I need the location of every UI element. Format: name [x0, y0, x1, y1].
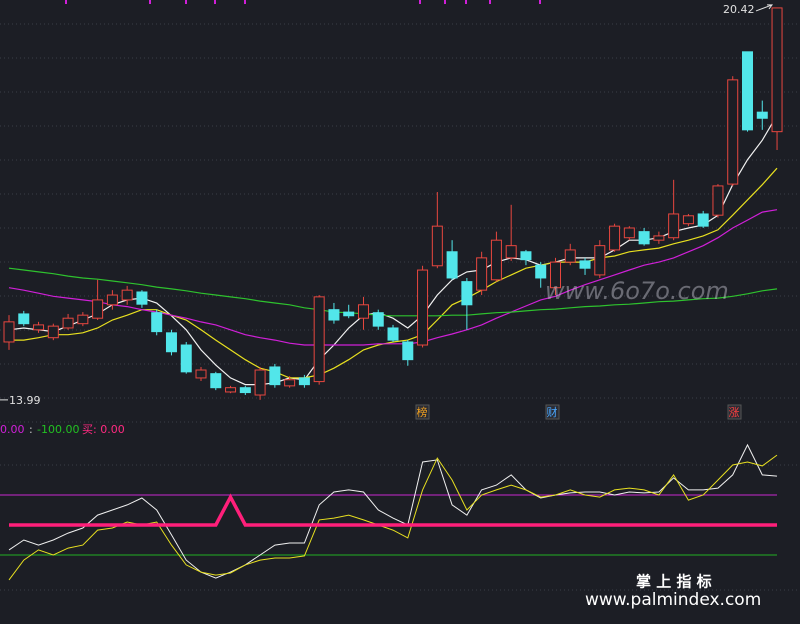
signal-label: 榜 — [417, 405, 428, 419]
candle-body — [594, 245, 606, 276]
candle-body — [210, 373, 222, 389]
legend-text: 0.00 — [0, 423, 25, 436]
candle-body — [254, 369, 266, 396]
candle-body — [18, 313, 30, 325]
legend-text: 买: 0.00 — [82, 423, 125, 436]
grid — [0, 23, 800, 591]
candle-body — [638, 231, 650, 245]
candle-body — [520, 251, 532, 261]
candle-body — [33, 324, 45, 331]
candle-body — [417, 269, 429, 346]
candle-body — [136, 291, 148, 305]
candle-body — [490, 239, 502, 281]
candle-body — [269, 366, 281, 386]
candle-body — [668, 213, 680, 239]
candle-body — [727, 79, 739, 185]
candle-body — [3, 321, 15, 343]
min-price-label: 13.99 — [9, 394, 41, 407]
candle-body — [328, 309, 340, 321]
watermark-brand: 掌 上 指 标 — [636, 573, 712, 591]
candle-body — [151, 312, 163, 333]
candle-body — [476, 257, 488, 291]
candle-body — [461, 281, 473, 306]
candle-body — [549, 261, 561, 289]
candle-body — [579, 260, 591, 269]
candle-body — [564, 249, 576, 263]
top-marks — [65, 0, 541, 4]
candle-body — [431, 225, 443, 267]
signal-label: 财 — [547, 405, 558, 419]
candle-body — [77, 314, 89, 325]
candle-body — [62, 317, 74, 329]
candle-body — [343, 311, 355, 317]
signal-label: 涨 — [729, 406, 740, 419]
indicator-legend: 0.00 : -100.00 买: 0.00 — [0, 423, 125, 436]
candle-body — [756, 111, 768, 119]
candle-body — [372, 312, 384, 327]
candle-body — [106, 294, 118, 306]
candle-body — [195, 369, 207, 379]
legend-text: : — [29, 423, 33, 436]
signal-box — [415, 404, 430, 420]
candle-body — [697, 213, 709, 227]
legend-text: -100.00 — [37, 423, 79, 436]
candle-body — [313, 296, 325, 383]
candle-body — [712, 185, 724, 216]
candle-body — [609, 225, 621, 251]
candle-body — [357, 304, 369, 319]
candle-body — [682, 215, 694, 225]
candle-body — [623, 227, 635, 239]
indicator-line — [9, 493, 777, 527]
candle-body — [239, 387, 251, 394]
candle-body — [298, 377, 310, 386]
candle-body — [284, 379, 296, 387]
candle-body — [121, 289, 133, 301]
candle-body — [165, 332, 177, 353]
candle-body — [387, 327, 399, 341]
candle-body — [505, 245, 517, 259]
candle-body — [47, 325, 59, 339]
candle-body — [225, 387, 237, 393]
watermark-url: www.palmindex.com — [585, 590, 761, 610]
max-price-label: 20.42 — [723, 3, 755, 16]
indicator-line — [8, 443, 778, 579]
signal-box — [545, 404, 560, 420]
moving-average-line — [9, 167, 778, 379]
moving-average-line — [8, 209, 778, 346]
candle-body — [180, 344, 192, 373]
candle-body — [742, 51, 753, 131]
candle-body — [535, 264, 547, 279]
candle-body — [92, 299, 104, 319]
candle-body — [446, 251, 458, 279]
candle-body — [402, 341, 414, 361]
max-price-arrow — [755, 4, 773, 12]
candle-body — [771, 7, 783, 133]
moving-average-line — [8, 267, 778, 317]
watermark-site: www.6o7o.com — [545, 277, 729, 305]
candle-body — [653, 235, 665, 241]
signal-box — [727, 404, 742, 420]
